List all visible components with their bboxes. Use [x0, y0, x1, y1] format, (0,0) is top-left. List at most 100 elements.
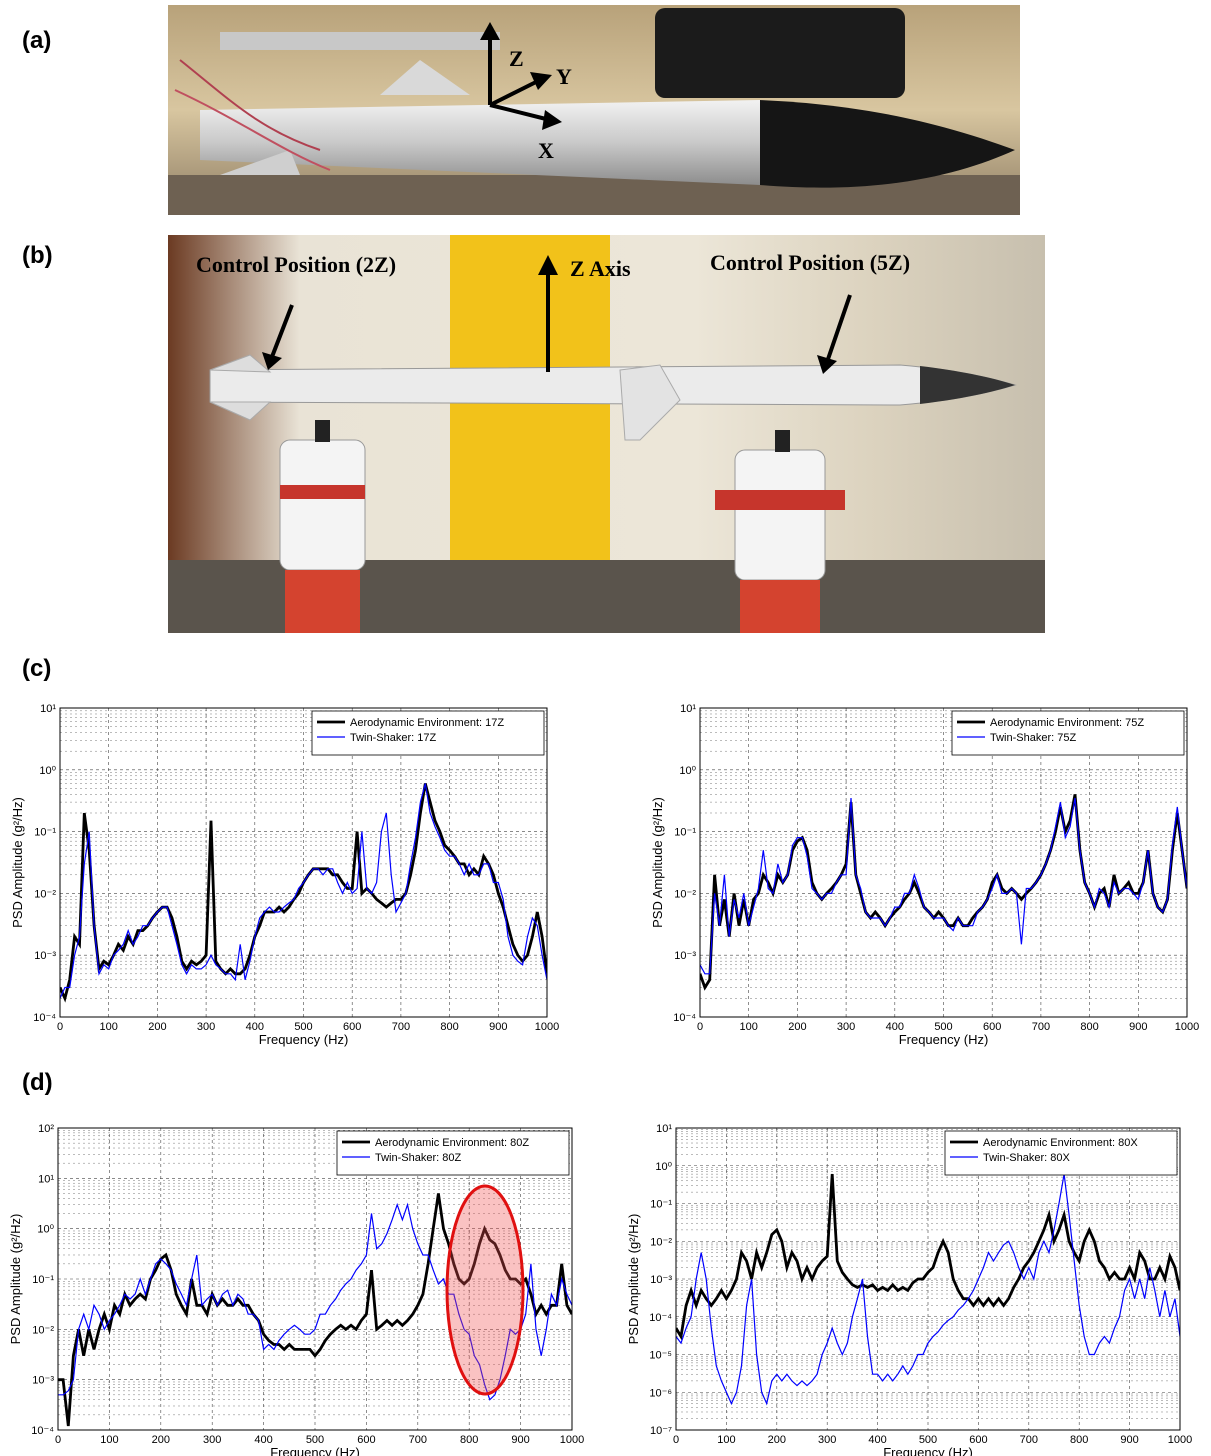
y-axis-label: PSD Amplitude (g²/Hz)	[650, 797, 665, 928]
y-tick-label: 10⁻²	[32, 1324, 54, 1336]
x-tick-label: 300	[818, 1434, 836, 1446]
plot-area	[700, 708, 1187, 1017]
x-tick-label: 800	[1080, 1021, 1098, 1033]
chart: 10⁻⁷ 10⁻⁶ 10⁻⁵ 10⁻⁴ 10⁻³ 10⁻² 10⁻¹ 10⁰ 10¹ 0 100 20…	[626, 1123, 1192, 1456]
x-tick-label: 400	[254, 1434, 272, 1446]
x-tick-label: 800	[460, 1434, 478, 1446]
chart: 10⁻⁴ 10⁻³ 10⁻² 10⁻¹ 10⁰ 10¹ 0 100 200 300 400 500 60…	[650, 703, 1199, 1047]
x-tick-label: 0	[673, 1434, 679, 1446]
x-tick-label: 100	[740, 1021, 758, 1033]
legend-entry: Aerodynamic Environment: 80X	[983, 1137, 1138, 1149]
axis-label: Y	[556, 64, 572, 89]
x-tick-label: 0	[57, 1021, 63, 1033]
y-tick-label: 10⁻⁶	[649, 1387, 672, 1399]
y-axis-label: PSD Amplitude (g²/Hz)	[626, 1214, 641, 1345]
x-tick-label: 200	[148, 1021, 166, 1033]
y-tick-label: 10⁻⁷	[650, 1425, 672, 1437]
y-tick-label: 10¹	[656, 1123, 672, 1135]
series-line	[700, 797, 1187, 975]
panel-label: (c)	[22, 655, 51, 682]
x-tick-label: 900	[489, 1021, 507, 1033]
axis-label: X	[538, 138, 554, 163]
legend-entry: Twin-Shaker: 80Z	[375, 1152, 461, 1164]
charts: 10⁻⁴ 10⁻³ 10⁻² 10⁻¹ 10⁰ 10¹ 0 100 200 300 400 500 60…	[8, 703, 1199, 1456]
x-tick-label: 800	[1070, 1434, 1088, 1446]
plot-frame	[59, 707, 548, 1018]
x-tick-label: 0	[55, 1434, 61, 1446]
y-tick-label: 10⁻³	[34, 950, 56, 962]
x-tick-label: 100	[100, 1021, 118, 1033]
y-tick-label: 10⁻¹	[34, 827, 56, 839]
x-axis-label: Frequency (Hz)	[270, 1445, 360, 1456]
y-tick-label: 10¹	[40, 703, 56, 715]
x-tick-label: 1000	[560, 1434, 584, 1446]
x-tick-label: 700	[409, 1434, 427, 1446]
y-axis-label: PSD Amplitude (g²/Hz)	[10, 797, 25, 928]
x-tick-label: 500	[919, 1434, 937, 1446]
photo-b: Control Position (2Z) Z Axis Control Pos…	[168, 235, 1045, 633]
y-tick-label: 10⁰	[655, 1161, 672, 1173]
x-tick-label: 800	[440, 1021, 458, 1033]
x-tick-label: 300	[197, 1021, 215, 1033]
panel-label: (a)	[22, 27, 51, 54]
y-tick-label: 10⁻²	[34, 888, 56, 900]
plot-frame	[57, 1127, 573, 1431]
x-axis-label: Frequency (Hz)	[259, 1032, 349, 1047]
y-tick-label: 10⁻¹	[650, 1199, 672, 1211]
photo-annotation: Z Axis	[570, 256, 631, 281]
panel-label: (b)	[22, 242, 53, 269]
photo-a: Z Y X	[168, 5, 1020, 215]
y-tick-label: 10⁻²	[650, 1236, 672, 1248]
y-axis-label: PSD Amplitude (g²/Hz)	[8, 1214, 23, 1345]
x-tick-label: 900	[1120, 1434, 1138, 1446]
axis-label: Z	[509, 46, 524, 71]
legend-box	[336, 1130, 570, 1176]
series-line	[60, 783, 547, 999]
legend-entry: Aerodynamic Environment: 17Z	[350, 717, 504, 729]
photo-annotation: Control Position (5Z)	[710, 250, 910, 275]
series-line	[676, 1174, 1180, 1341]
x-tick-label: 900	[511, 1434, 529, 1446]
x-tick-label: 1000	[535, 1021, 559, 1033]
legend-entry: Aerodynamic Environment: 75Z	[990, 717, 1144, 729]
x-tick-label: 1000	[1175, 1021, 1199, 1033]
legend-entry: Twin-Shaker: 80X	[983, 1152, 1070, 1164]
x-tick-label: 600	[357, 1434, 375, 1446]
legend-box	[311, 710, 545, 756]
x-tick-label: 700	[392, 1021, 410, 1033]
chart: 10⁻⁴ 10⁻³ 10⁻² 10⁻¹ 10⁰ 10¹ 0 100 200 300 400 500 60…	[10, 703, 559, 1047]
x-tick-label: 600	[969, 1434, 987, 1446]
x-tick-label: 100	[100, 1434, 118, 1446]
y-tick-label: 10²	[38, 1123, 54, 1135]
x-tick-label: 300	[203, 1434, 221, 1446]
y-tick-label: 10⁻³	[32, 1375, 54, 1387]
y-tick-label: 10⁻⁴	[649, 1312, 672, 1324]
x-tick-label: 1000	[1168, 1434, 1192, 1446]
y-tick-label: 10¹	[680, 703, 696, 715]
x-tick-label: 700	[1020, 1434, 1038, 1446]
y-tick-label: 10¹	[38, 1173, 54, 1185]
x-tick-label: 0	[697, 1021, 703, 1033]
y-tick-label: 10⁻⁵	[649, 1350, 672, 1362]
y-tick-label: 10⁻³	[650, 1274, 672, 1286]
panel-label: (d)	[22, 1069, 53, 1096]
highlight-ellipse	[445, 1184, 525, 1396]
x-tick-label: 500	[306, 1434, 324, 1446]
y-tick-label: 10⁰	[39, 765, 56, 777]
x-tick-label: 700	[1032, 1021, 1050, 1033]
plot-frame	[675, 1127, 1181, 1431]
x-tick-label: 100	[717, 1434, 735, 1446]
series-line	[676, 1173, 1180, 1406]
y-tick-label: 10⁻¹	[674, 827, 696, 839]
y-tick-label: 10⁻¹	[32, 1274, 54, 1286]
legend-entry: Twin-Shaker: 75Z	[990, 732, 1076, 744]
y-tick-label: 10⁻⁴	[31, 1425, 54, 1437]
chart: 10⁻⁴ 10⁻³ 10⁻² 10⁻¹ 10⁰ 10¹ 10² 0 100 200 300 400 50…	[8, 1123, 584, 1456]
legend-box	[951, 710, 1185, 756]
x-tick-label: 600	[983, 1021, 1001, 1033]
y-tick-label: 10⁻³	[674, 950, 696, 962]
plot-area	[60, 708, 547, 1017]
y-tick-label: 10⁻²	[674, 888, 696, 900]
x-tick-label: 600	[343, 1021, 361, 1033]
series-line	[58, 1202, 572, 1401]
